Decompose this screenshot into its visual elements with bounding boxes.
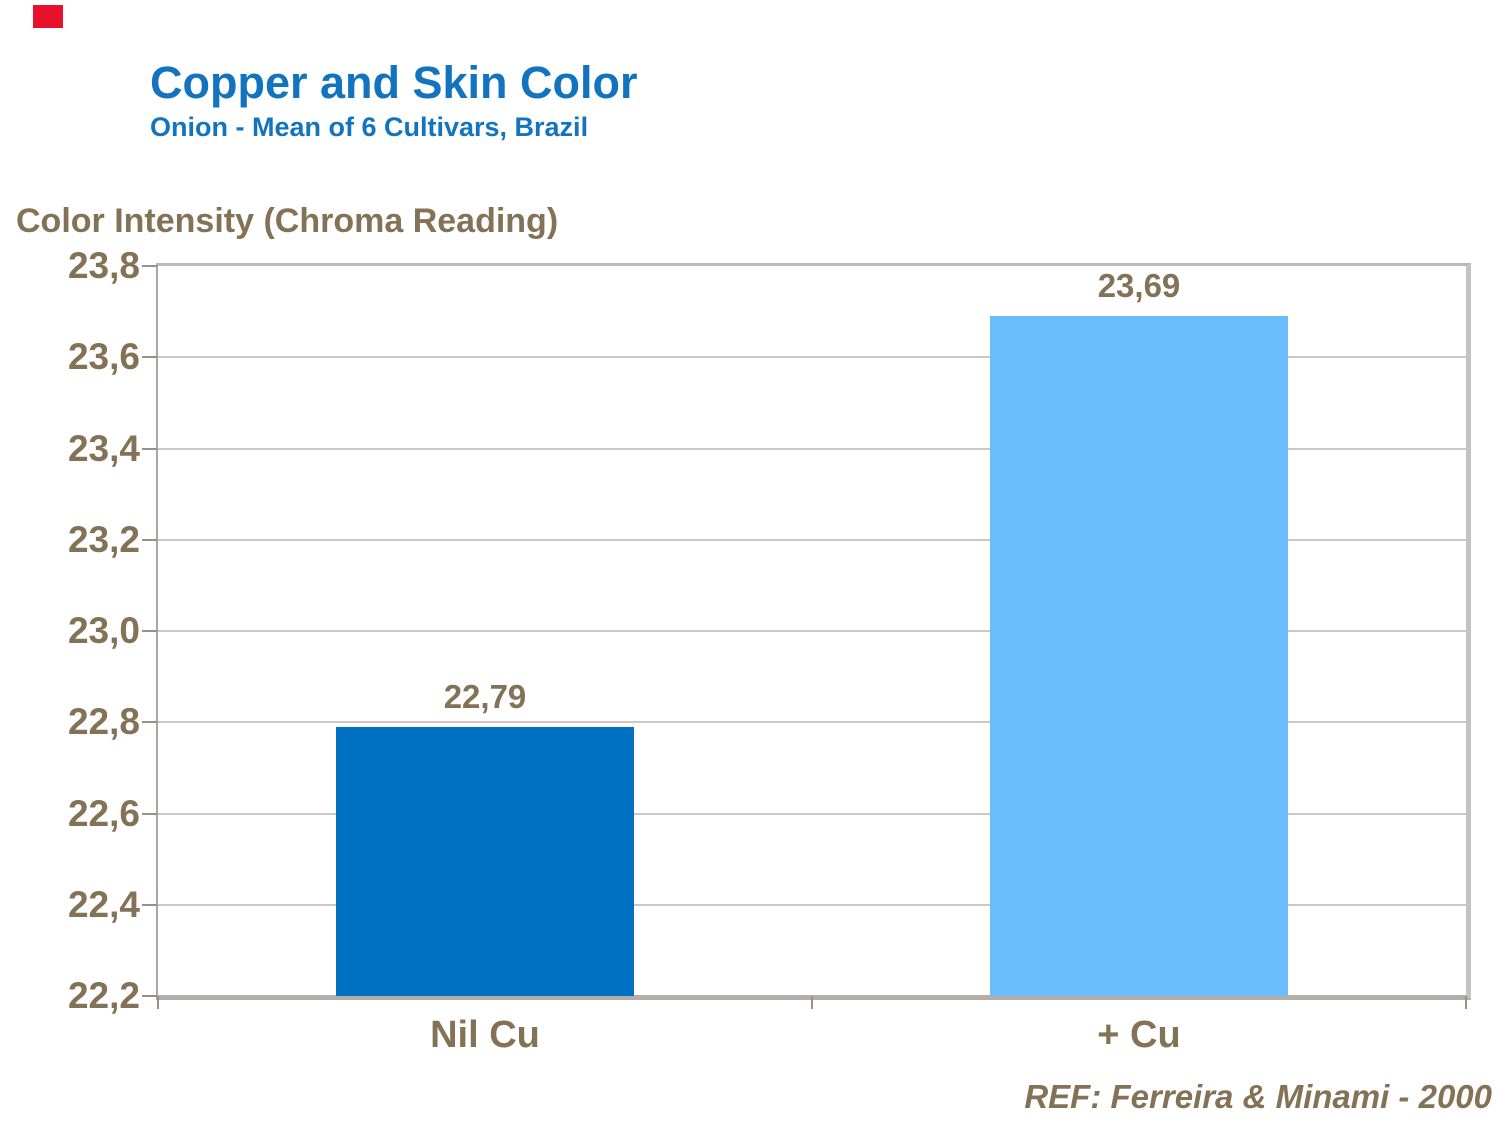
chart-title: Copper and Skin Color (150, 57, 638, 108)
y-tick-label: 22,4 (67, 884, 140, 925)
y-tick-mark (142, 265, 157, 267)
x-tick-mark (157, 996, 159, 1009)
reference-text: REF: Ferreira & Minami - 2000 (1024, 1078, 1492, 1115)
gridline (158, 721, 1466, 723)
y-tick-label: 22,8 (67, 701, 140, 742)
red-corner-marker (33, 5, 63, 28)
y-tick-label: 23,4 (67, 428, 140, 469)
y-tick-label: 23,6 (67, 336, 140, 377)
y-tick-mark (142, 630, 157, 632)
y-tick-mark (142, 356, 157, 358)
gridline (158, 904, 1466, 906)
gridline (158, 356, 1466, 358)
y-tick-mark (142, 995, 157, 997)
gridline (158, 630, 1466, 632)
gridline (158, 448, 1466, 450)
x-category-label: Nil Cu (430, 1014, 540, 1056)
bar-value-label: 22,79 (443, 678, 527, 715)
y-tick-mark (142, 539, 157, 541)
gridline (158, 539, 1466, 541)
bar-nil-cu (336, 727, 634, 996)
bar--cu (990, 316, 1288, 996)
y-tick-mark (142, 721, 157, 723)
chart-subtitle: Onion - Mean of 6 Cultivars, Brazil (150, 112, 589, 142)
x-tick-mark (1465, 996, 1467, 1009)
x-category-label: + Cu (1097, 1014, 1181, 1056)
y-tick-label: 22,6 (67, 793, 140, 834)
bar-value-label: 23,69 (1097, 267, 1181, 304)
y-tick-label: 23,2 (67, 519, 140, 560)
y-tick-mark (142, 813, 157, 815)
y-tick-label: 22,2 (67, 975, 140, 1016)
y-tick-label: 23,0 (67, 610, 140, 651)
gridline (158, 813, 1466, 815)
y-tick-mark (142, 448, 157, 450)
y-tick-mark (142, 904, 157, 906)
y-axis-title: Color Intensity (Chroma Reading) (16, 202, 559, 240)
x-tick-mark (811, 996, 813, 1009)
y-tick-label: 23,8 (67, 245, 140, 286)
